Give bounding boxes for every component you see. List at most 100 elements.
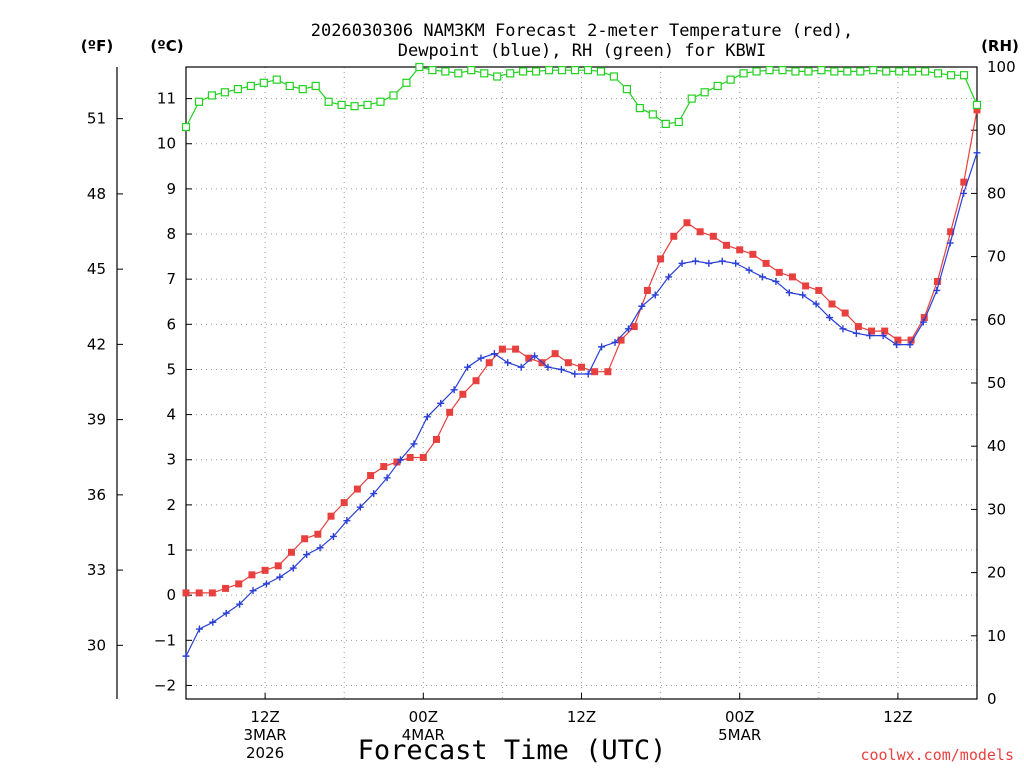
rh-point	[207, 91, 217, 100]
rh-point	[532, 67, 541, 76]
rh-point	[467, 66, 476, 75]
temperature-point	[393, 458, 401, 466]
rh-point	[700, 88, 709, 97]
temperature-point	[578, 363, 585, 371]
rh-point	[259, 78, 268, 87]
rh-point	[363, 100, 372, 110]
fahrenheit-tick-label: 42	[87, 335, 106, 353]
rh-point	[285, 81, 294, 91]
rh-point	[648, 110, 657, 119]
rh-unit-label: (RH)	[981, 37, 1019, 55]
rh-point	[765, 66, 774, 75]
dewpoint-point	[665, 273, 673, 281]
dewpoint-point	[383, 474, 391, 482]
fahrenheit-unit-label: (ºF)	[81, 37, 113, 55]
temperature-point	[670, 232, 678, 240]
dewpoint-point	[879, 332, 887, 340]
temperature-point	[854, 323, 862, 331]
dewpoint-point	[678, 259, 686, 267]
dewpoint-point	[504, 359, 512, 367]
temperature-point	[551, 350, 559, 358]
rh-point	[752, 67, 761, 76]
rh-point	[869, 66, 878, 75]
dewpoint-point	[785, 289, 793, 297]
fahrenheit-tick-label: 39	[87, 411, 106, 429]
temperature-point	[274, 562, 282, 570]
rh-point	[376, 97, 385, 106]
dewpoint-point	[973, 149, 981, 157]
celsius-tick-label: 1	[166, 541, 176, 559]
series-temperature	[182, 106, 981, 597]
temperature-point	[301, 535, 309, 543]
temperature-point	[182, 589, 190, 597]
temperature-point	[248, 571, 256, 579]
x-tick-label: 00Z	[725, 708, 754, 726]
celsius-tick-label: 10	[157, 135, 176, 153]
celsius-tick-label: 5	[166, 360, 176, 378]
rh-point	[570, 66, 580, 75]
temperature-point	[828, 300, 836, 308]
dewpoint-point	[329, 532, 337, 540]
temperature-point	[446, 408, 454, 416]
temperature-point	[591, 368, 599, 376]
x-tick-label: 5MAR	[718, 726, 761, 744]
temperature-point	[749, 250, 757, 258]
dewpoint-point	[182, 652, 190, 660]
tick-labels: −2−1012345678910113033363942454851010203…	[87, 58, 1016, 762]
dewpoint-point	[584, 370, 592, 378]
celsius-tick-label: 11	[157, 90, 176, 108]
rh-point	[791, 67, 800, 76]
dewpoint-point	[933, 286, 941, 294]
fahrenheit-tick-label: 51	[87, 110, 106, 128]
celsius-tick-label: 9	[166, 180, 176, 198]
dewpoint-point	[839, 325, 847, 333]
dewpoint-point	[517, 363, 525, 371]
rh-tick-label: 40	[987, 437, 1006, 455]
temperature-point	[762, 259, 770, 267]
fahrenheit-tick-label: 30	[87, 636, 106, 654]
dewpoint-point	[222, 609, 230, 617]
dewpoint-point	[450, 386, 458, 394]
rh-point	[882, 67, 891, 76]
dewpoint-point	[598, 343, 606, 351]
rh-point	[596, 67, 606, 76]
temperature-point	[459, 390, 467, 398]
dewpoint-point	[262, 580, 270, 588]
temperature-point	[683, 219, 691, 227]
temperature-point	[802, 282, 810, 290]
rh-point	[609, 72, 619, 81]
celsius-tick-label: −2	[154, 676, 176, 694]
temperature-point	[696, 228, 704, 236]
temperature-point	[723, 241, 731, 249]
rh-point	[933, 69, 943, 78]
dewpoint-point	[343, 517, 351, 525]
temperature-point	[920, 314, 928, 322]
dewpoint-point	[638, 302, 646, 310]
dewpoint-point	[906, 341, 914, 349]
dewpoint-point	[745, 266, 753, 274]
rh-point	[959, 71, 969, 80]
rh-point	[181, 122, 191, 132]
rh-tick-label: 50	[987, 374, 1006, 392]
celsius-tick-label: 6	[166, 315, 176, 333]
celsius-unit-label: (ºC)	[150, 37, 183, 55]
temperature-point	[841, 309, 849, 317]
rh-point	[583, 66, 593, 75]
celsius-tick-label: −1	[154, 631, 176, 649]
rh-point	[713, 81, 722, 91]
temperature-point	[630, 323, 638, 331]
temperature-point	[564, 359, 572, 367]
temperature-point	[472, 377, 480, 385]
celsius-tick-label: 8	[166, 225, 176, 243]
dewpoint-point	[544, 363, 552, 371]
rh-point	[830, 67, 839, 76]
rh-point	[246, 81, 255, 91]
rh-point	[506, 69, 515, 78]
dewpoint-point	[397, 456, 405, 464]
rh-point	[739, 69, 748, 78]
rh-point	[194, 97, 204, 106]
temperature-point	[907, 336, 915, 344]
rh-point	[220, 88, 230, 97]
rh-point	[946, 71, 956, 80]
series-rh	[181, 62, 982, 132]
